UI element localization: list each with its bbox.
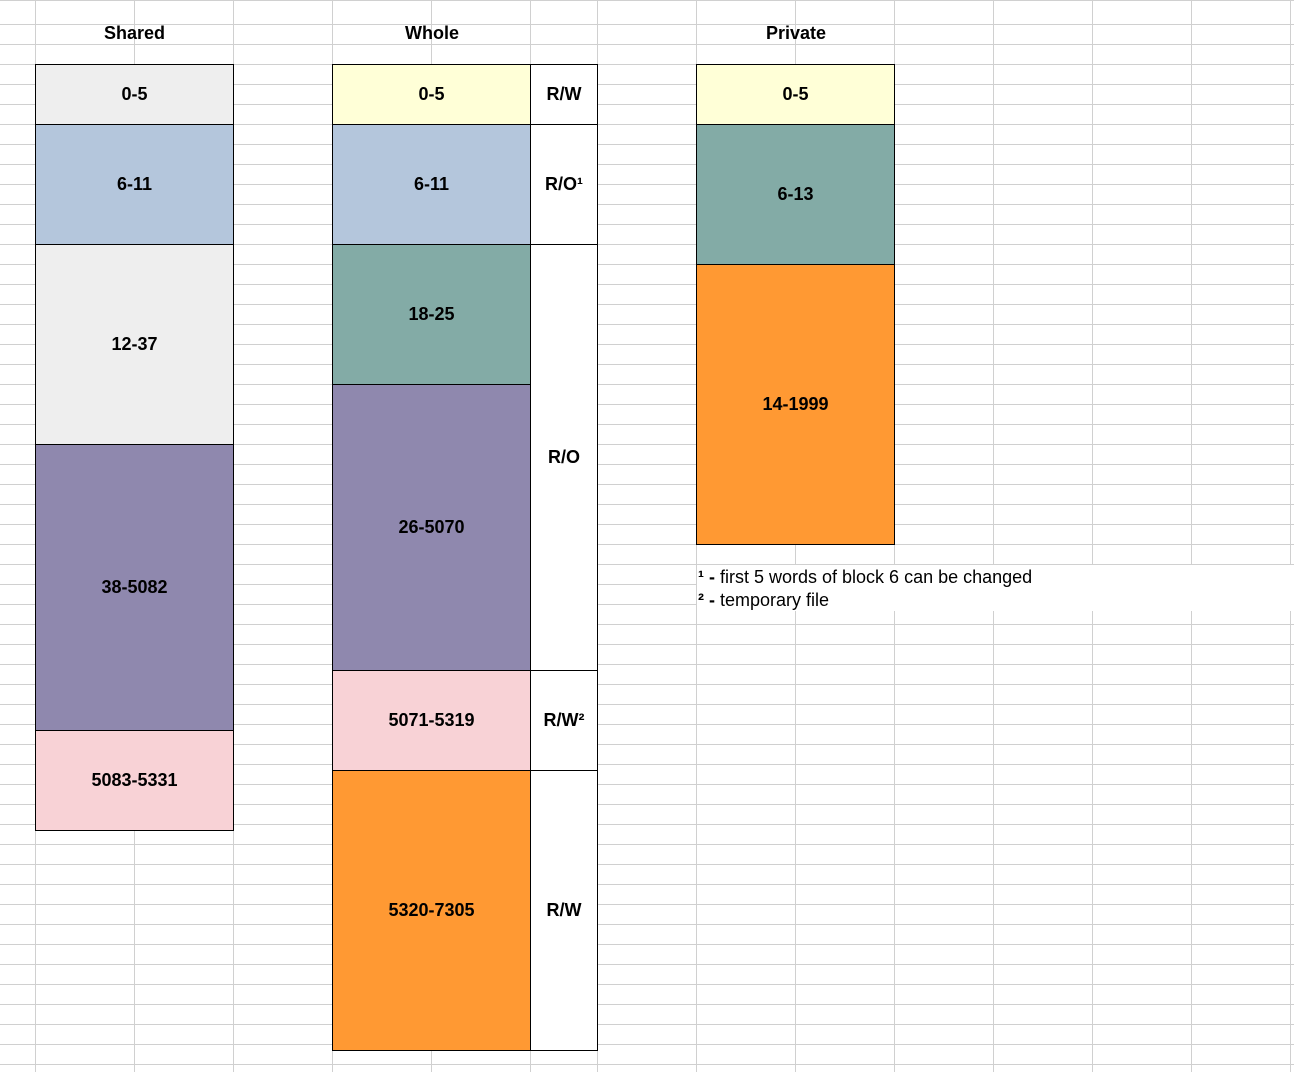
whole-access-3: R/W² (530, 670, 598, 771)
whole-block-5: 5320-7305 (332, 770, 531, 1051)
whole-access-1: R/O¹ (530, 124, 598, 245)
whole-block-2: 18-25 (332, 244, 531, 385)
footnote-1-text: first 5 words of block 6 can be changed (715, 567, 1033, 587)
footnote-2-mark: ² - (698, 590, 715, 610)
footnote-area (697, 565, 1294, 611)
footnote-1-mark: ¹ - (698, 567, 715, 587)
footnote-2-text: temporary file (715, 590, 830, 610)
shared-block-4: 5083-5331 (35, 730, 234, 831)
shared-block-0: 0-5 (35, 64, 234, 125)
whole-access-0: R/W (530, 64, 598, 125)
private-block-1: 6-13 (696, 124, 895, 265)
whole-block-0: 0-5 (332, 64, 531, 125)
shared-block-3: 38-5082 (35, 444, 234, 731)
private-column-title: Private (765, 22, 827, 43)
whole-block-1: 6-11 (332, 124, 531, 245)
whole-access-4: R/W (530, 770, 598, 1051)
shared-column-title: Shared (103, 22, 166, 43)
whole-block-4: 5071-5319 (332, 670, 531, 771)
whole-column-title: Whole (405, 22, 459, 43)
footnote-1: ¹ - first 5 words of block 6 can be chan… (698, 566, 1032, 588)
footnote-2: ² - temporary file (698, 589, 829, 611)
shared-block-2: 12-37 (35, 244, 234, 445)
whole-block-3: 26-5070 (332, 384, 531, 671)
whole-access-2: R/O (530, 244, 598, 671)
private-block-2: 14-1999 (696, 264, 895, 545)
shared-block-1: 6-11 (35, 124, 234, 245)
private-block-0: 0-5 (696, 64, 895, 125)
